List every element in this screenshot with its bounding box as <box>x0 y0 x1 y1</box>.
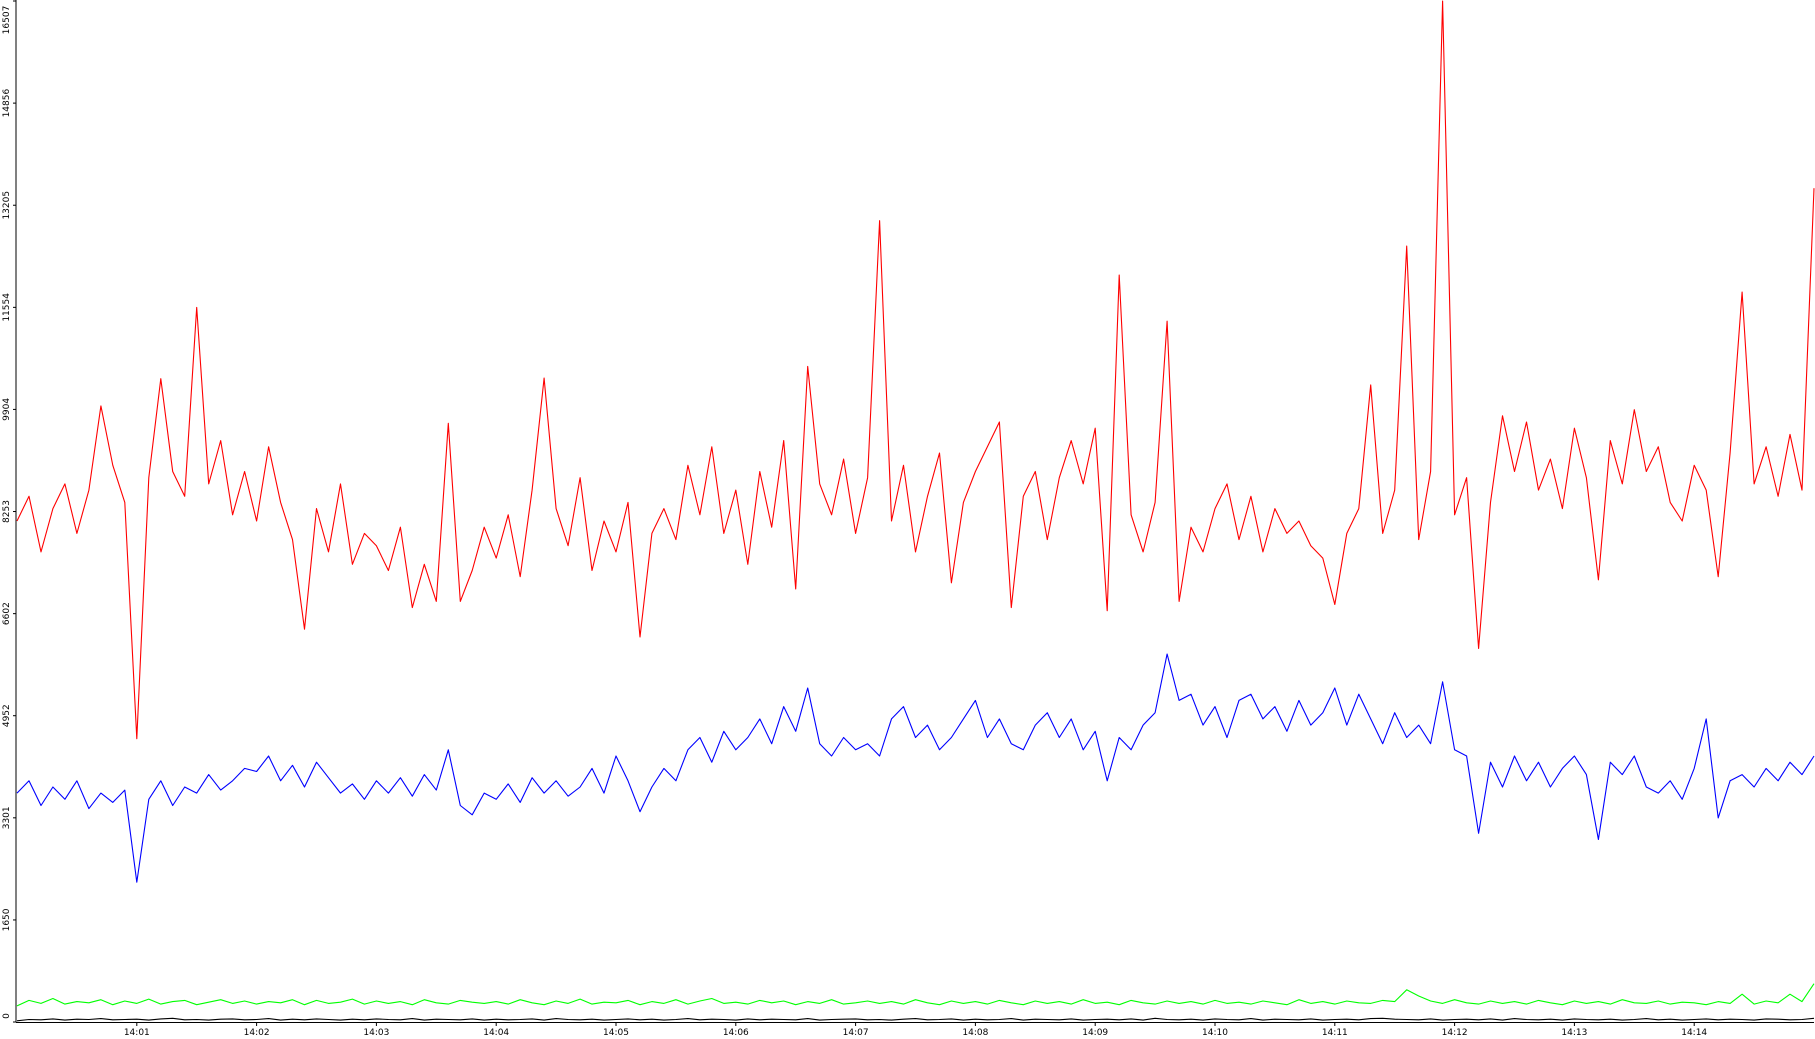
series-line <box>16 653 1815 883</box>
x-tick-label: 14:14 <box>1681 1028 1707 1038</box>
x-tick-label: 14:02 <box>244 1028 270 1038</box>
y-tick-label: 6602 <box>2 602 12 625</box>
y-tick-label: 13205 <box>2 191 12 220</box>
x-tick-label: 14:10 <box>1202 1028 1228 1038</box>
x-tick-label: 14:04 <box>483 1028 509 1038</box>
x-tick-label: 14:09 <box>1082 1028 1108 1038</box>
y-tick-label: 11554 <box>2 293 12 322</box>
y-tick-label: 1650 <box>2 908 12 931</box>
y-tick-label: 16507 <box>2 6 12 35</box>
series-line <box>16 1017 1815 1022</box>
series-line <box>16 0 1815 740</box>
series-line <box>16 983 1815 1007</box>
x-tick-label: 14:13 <box>1561 1028 1587 1038</box>
x-tick-label: 14:12 <box>1442 1028 1468 1038</box>
y-tick-label: 8253 <box>2 500 12 523</box>
y-tick-label: 0 <box>2 1013 12 1019</box>
y-tick-label: 14856 <box>2 89 12 118</box>
y-tick-label: 4952 <box>2 704 12 727</box>
x-tick-label: 14:01 <box>124 1028 150 1038</box>
x-tick-label: 14:06 <box>723 1028 749 1038</box>
y-tick-label: 9904 <box>2 398 12 421</box>
x-tick-label: 14:03 <box>363 1028 389 1038</box>
x-tick-label: 14:05 <box>603 1028 629 1038</box>
x-tick-label: 14:11 <box>1322 1028 1348 1038</box>
y-tick-label: 3301 <box>2 806 12 829</box>
x-tick-label: 14:08 <box>962 1028 988 1038</box>
x-tick-label: 14:07 <box>843 1028 869 1038</box>
